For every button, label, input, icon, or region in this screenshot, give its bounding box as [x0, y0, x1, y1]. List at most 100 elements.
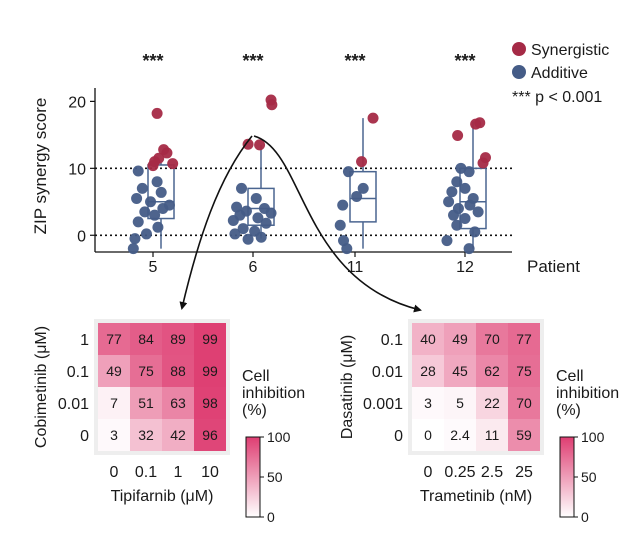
additive-point — [451, 219, 463, 231]
additive-point — [334, 219, 346, 231]
legend-label: Additive — [531, 65, 588, 82]
heatmap-cell — [130, 419, 162, 451]
additive-point — [337, 199, 349, 211]
legend-marker — [512, 42, 526, 56]
y-tick-label: 0 — [77, 228, 86, 245]
heatmap-cell-label: 98 — [202, 395, 218, 411]
additive-point — [351, 190, 363, 202]
additive-point — [242, 233, 254, 245]
heatmap-y-tick-label: 0.1 — [67, 364, 89, 381]
heatmap-cell-label: 88 — [170, 363, 186, 379]
heatmap-x-tick-label: 0.25 — [444, 464, 475, 481]
heatmap-y-tick-label: 0.01 — [372, 364, 403, 381]
heatmap-x-tick-label: 0 — [424, 464, 433, 481]
heatmap-cell — [476, 387, 508, 419]
heatmap-cell — [98, 419, 130, 451]
x-tick-label: 5 — [149, 259, 158, 276]
legend: Synergistic Additive *** p < 0.001 — [512, 42, 609, 106]
additive-point — [155, 186, 167, 198]
y-tick-label: 20 — [68, 94, 86, 111]
additive-point — [472, 206, 484, 218]
legend-marker — [512, 65, 526, 79]
synergistic-point — [147, 160, 159, 172]
heatmap-cell — [476, 419, 508, 451]
heatmap-cell — [130, 355, 162, 387]
heatmap-y-tick-label: 1 — [80, 332, 89, 349]
heatmap-cell — [130, 387, 162, 419]
box — [349, 170, 377, 223]
additive-point — [229, 228, 241, 240]
additive-point — [443, 196, 455, 208]
additive-point — [237, 223, 249, 235]
additive-point — [145, 196, 157, 208]
synergistic-point — [167, 158, 179, 170]
additive-point — [459, 182, 471, 194]
heatmap-cell — [194, 419, 226, 451]
synergistic-point — [266, 99, 278, 111]
heatmap-x-tick-label: 2.5 — [481, 464, 503, 481]
x-tick-label: 11 — [347, 259, 364, 276]
heatmap-y-axis-label: Cobimetinib (μM) — [33, 326, 50, 448]
heatmap-cell-label: 0 — [424, 427, 432, 443]
additive-point — [357, 182, 369, 194]
heatmap-cell — [162, 323, 194, 355]
heatmap-cell-label: 40 — [420, 331, 436, 347]
heatmap-cell — [162, 419, 194, 451]
heatmap-cell-label: 45 — [452, 363, 468, 379]
heatmap-cell-label: 49 — [452, 331, 468, 347]
heatmap-cell — [476, 355, 508, 387]
x-tick-label: 6 — [249, 259, 258, 276]
additive-point — [151, 176, 163, 188]
heatmap-cell — [508, 419, 540, 451]
additive-point — [446, 186, 458, 198]
dasatinib-trametinib-heatmap: 40 49 70 77 28 45 62 75 3 5 22 70 0 2.4 11 59 0.1 0.01 0.0… — [339, 319, 619, 525]
heatmap-cell-label: 75 — [516, 363, 532, 379]
additive-point — [127, 243, 139, 255]
heatmap-cell-label: 32 — [138, 427, 154, 443]
heatmap-cell — [508, 323, 540, 355]
synergy-scatter-chart: ZIP synergy score Patient 0 10 20 5 6 11 12 **… — [31, 42, 609, 276]
colorbar — [245, 436, 261, 518]
data-points — [127, 94, 491, 255]
heatmap-cell-label: 84 — [138, 331, 154, 347]
colorbar-title: Cell — [556, 368, 584, 385]
heatmap-cell-label: 62 — [484, 363, 500, 379]
synergistic-point — [242, 138, 254, 150]
heatmap-cell — [130, 323, 162, 355]
colorbar-title: Cell — [242, 368, 270, 385]
heatmap-x-tick-label: 0 — [110, 464, 119, 481]
additive-point — [152, 221, 164, 233]
heatmap-y-tick-label: 0 — [80, 428, 89, 445]
additive-point — [132, 165, 144, 177]
heatmap-cell — [98, 355, 130, 387]
heatmap-cell — [444, 387, 476, 419]
x-axis-label: Patient — [527, 257, 580, 276]
y-axis-label: ZIP synergy score — [31, 98, 50, 235]
colorbar-tick-label: 100 — [581, 429, 605, 445]
heatmap-cell — [412, 355, 444, 387]
heatmap-y-tick-label: 0.001 — [363, 396, 403, 413]
heatmap-cell-label: 42 — [170, 427, 186, 443]
arrow-to-left-heatmap — [179, 135, 253, 310]
colorbar-tick-label: 50 — [267, 469, 283, 485]
colorbar-title: inhibition — [242, 385, 305, 402]
heatmap-cell-label: 2.4 — [450, 427, 470, 443]
heatmap-cell — [194, 387, 226, 419]
arrow-to-right-heatmap — [253, 135, 422, 313]
heatmap-cell — [412, 419, 444, 451]
significance-stars: *** — [242, 51, 263, 71]
heatmap-x-tick-label: 25 — [515, 464, 533, 481]
additive-point — [140, 228, 152, 240]
additive-point — [260, 217, 272, 229]
synergistic-point — [367, 112, 379, 124]
heatmap-cell — [162, 355, 194, 387]
additive-point — [255, 231, 267, 243]
heatmap-y-tick-label: 0.1 — [381, 332, 403, 349]
heatmap-cell-label: 70 — [516, 395, 532, 411]
colorbar-title: (%) — [556, 402, 581, 419]
heatmap-cell-label: 75 — [138, 363, 154, 379]
synergistic-point — [477, 157, 489, 169]
significance-stars: *** — [344, 51, 365, 71]
heatmap-cell — [444, 419, 476, 451]
